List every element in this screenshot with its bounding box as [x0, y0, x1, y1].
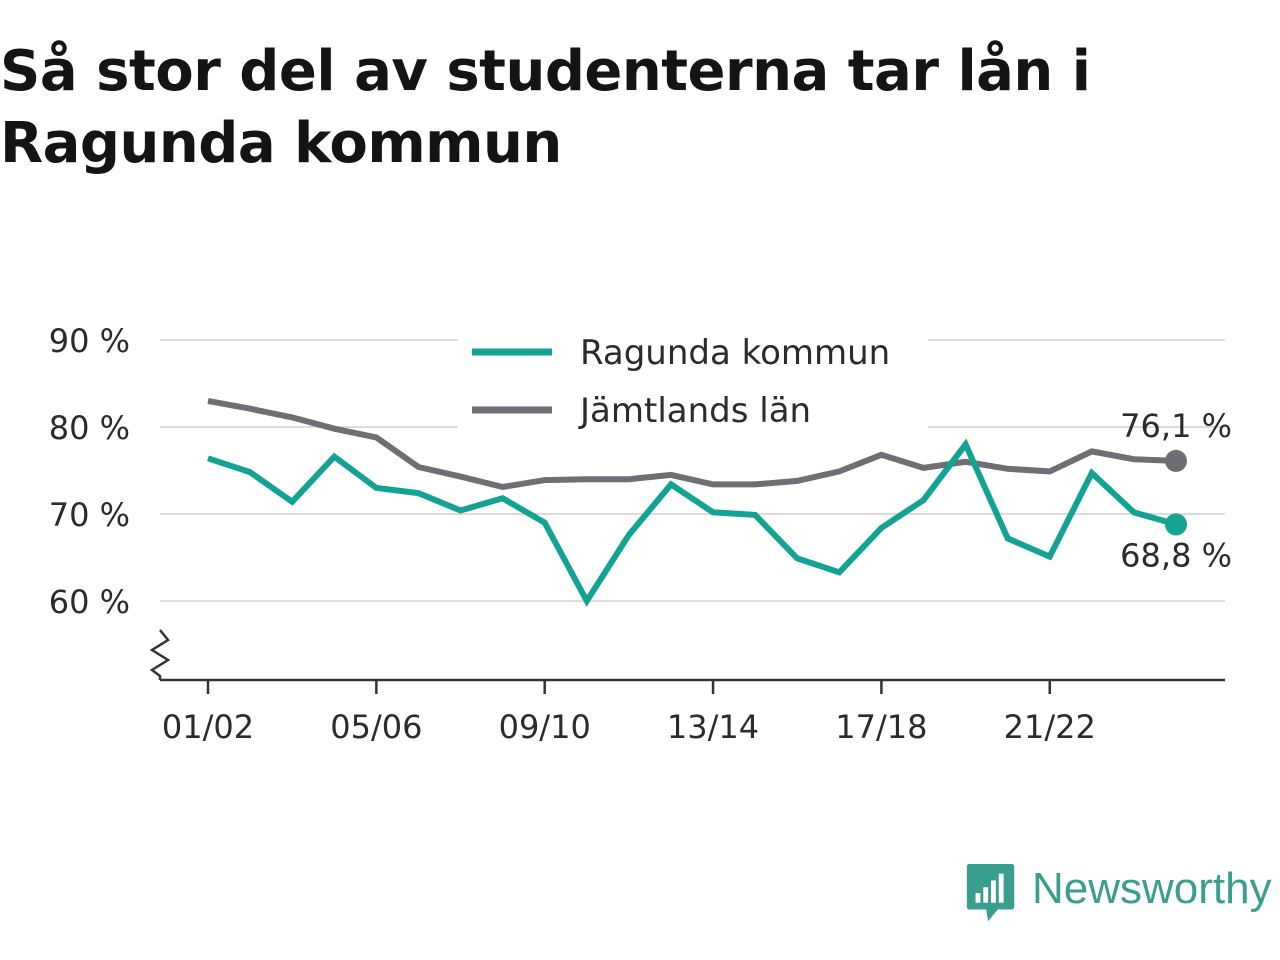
- y-tick-label: 70 %: [49, 496, 130, 534]
- y-axis-tick-labels: 60 % 70 % 80 % 90 %: [49, 322, 130, 621]
- legend: Ragunda kommun Jämtlands län: [458, 322, 928, 434]
- x-tick-label: 01/02: [162, 708, 254, 746]
- series-line: [207, 397, 1177, 491]
- legend-label: Jämtlands län: [578, 391, 811, 431]
- y-tick-label: 80 %: [49, 409, 130, 447]
- x-tick-label: 17/18: [835, 708, 927, 746]
- line-chart: 60 % 70 % 80 % 90 % 01/02 05/06 09/10 13/14 17/…: [49, 322, 1232, 746]
- x-tick-label: 13/14: [667, 708, 759, 746]
- x-tick-label: 21/22: [1004, 708, 1096, 746]
- series-end-dot: [1165, 513, 1187, 536]
- end-value-label: 68,8 %: [1120, 536, 1232, 574]
- y-axis-break: [149, 629, 171, 680]
- x-tick-label: 05/06: [330, 708, 422, 746]
- newsworthy-logo-icon: [966, 864, 1015, 922]
- x-tick-label: 09/10: [499, 708, 591, 746]
- legend-label: Ragunda kommun: [580, 333, 890, 373]
- series-line: [207, 438, 1177, 607]
- y-tick-label: 90 %: [49, 322, 130, 360]
- end-value-label: 76,1 %: [1120, 407, 1232, 445]
- x-axis: [149, 629, 1225, 694]
- series-end-dot: [1165, 449, 1187, 472]
- x-axis-tick-labels: 01/02 05/06 09/10 13/14 17/18 21/22: [162, 708, 1096, 746]
- brand-name: Newsworthy: [1032, 864, 1272, 913]
- y-tick-label: 60 %: [49, 583, 130, 621]
- legend-background: [458, 322, 928, 434]
- end-value-labels: 68,8 % 76,1 %: [1120, 407, 1232, 575]
- chart-title: Så stor del av studenterna tar lån i Rag…: [0, 39, 1091, 176]
- series-lines: [207, 397, 1187, 607]
